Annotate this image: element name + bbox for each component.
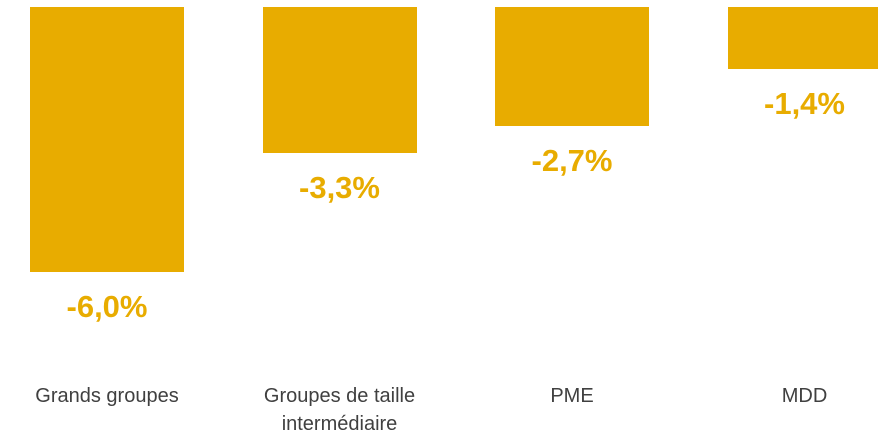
bar bbox=[727, 7, 878, 69]
category-label: Groupes de taille intermédiaire bbox=[263, 385, 416, 435]
category-label: PME bbox=[550, 385, 594, 407]
value-label: -2,7% bbox=[531, 143, 613, 179]
bar bbox=[495, 7, 649, 127]
bar bbox=[262, 7, 417, 153]
category-label: Grands groupes bbox=[35, 385, 179, 407]
value-label: -1,4% bbox=[764, 85, 845, 121]
bar bbox=[30, 7, 184, 272]
value-label: -3,3% bbox=[299, 169, 380, 205]
category-label: MDD bbox=[781, 385, 828, 407]
value-label: -6,0% bbox=[66, 289, 148, 324]
